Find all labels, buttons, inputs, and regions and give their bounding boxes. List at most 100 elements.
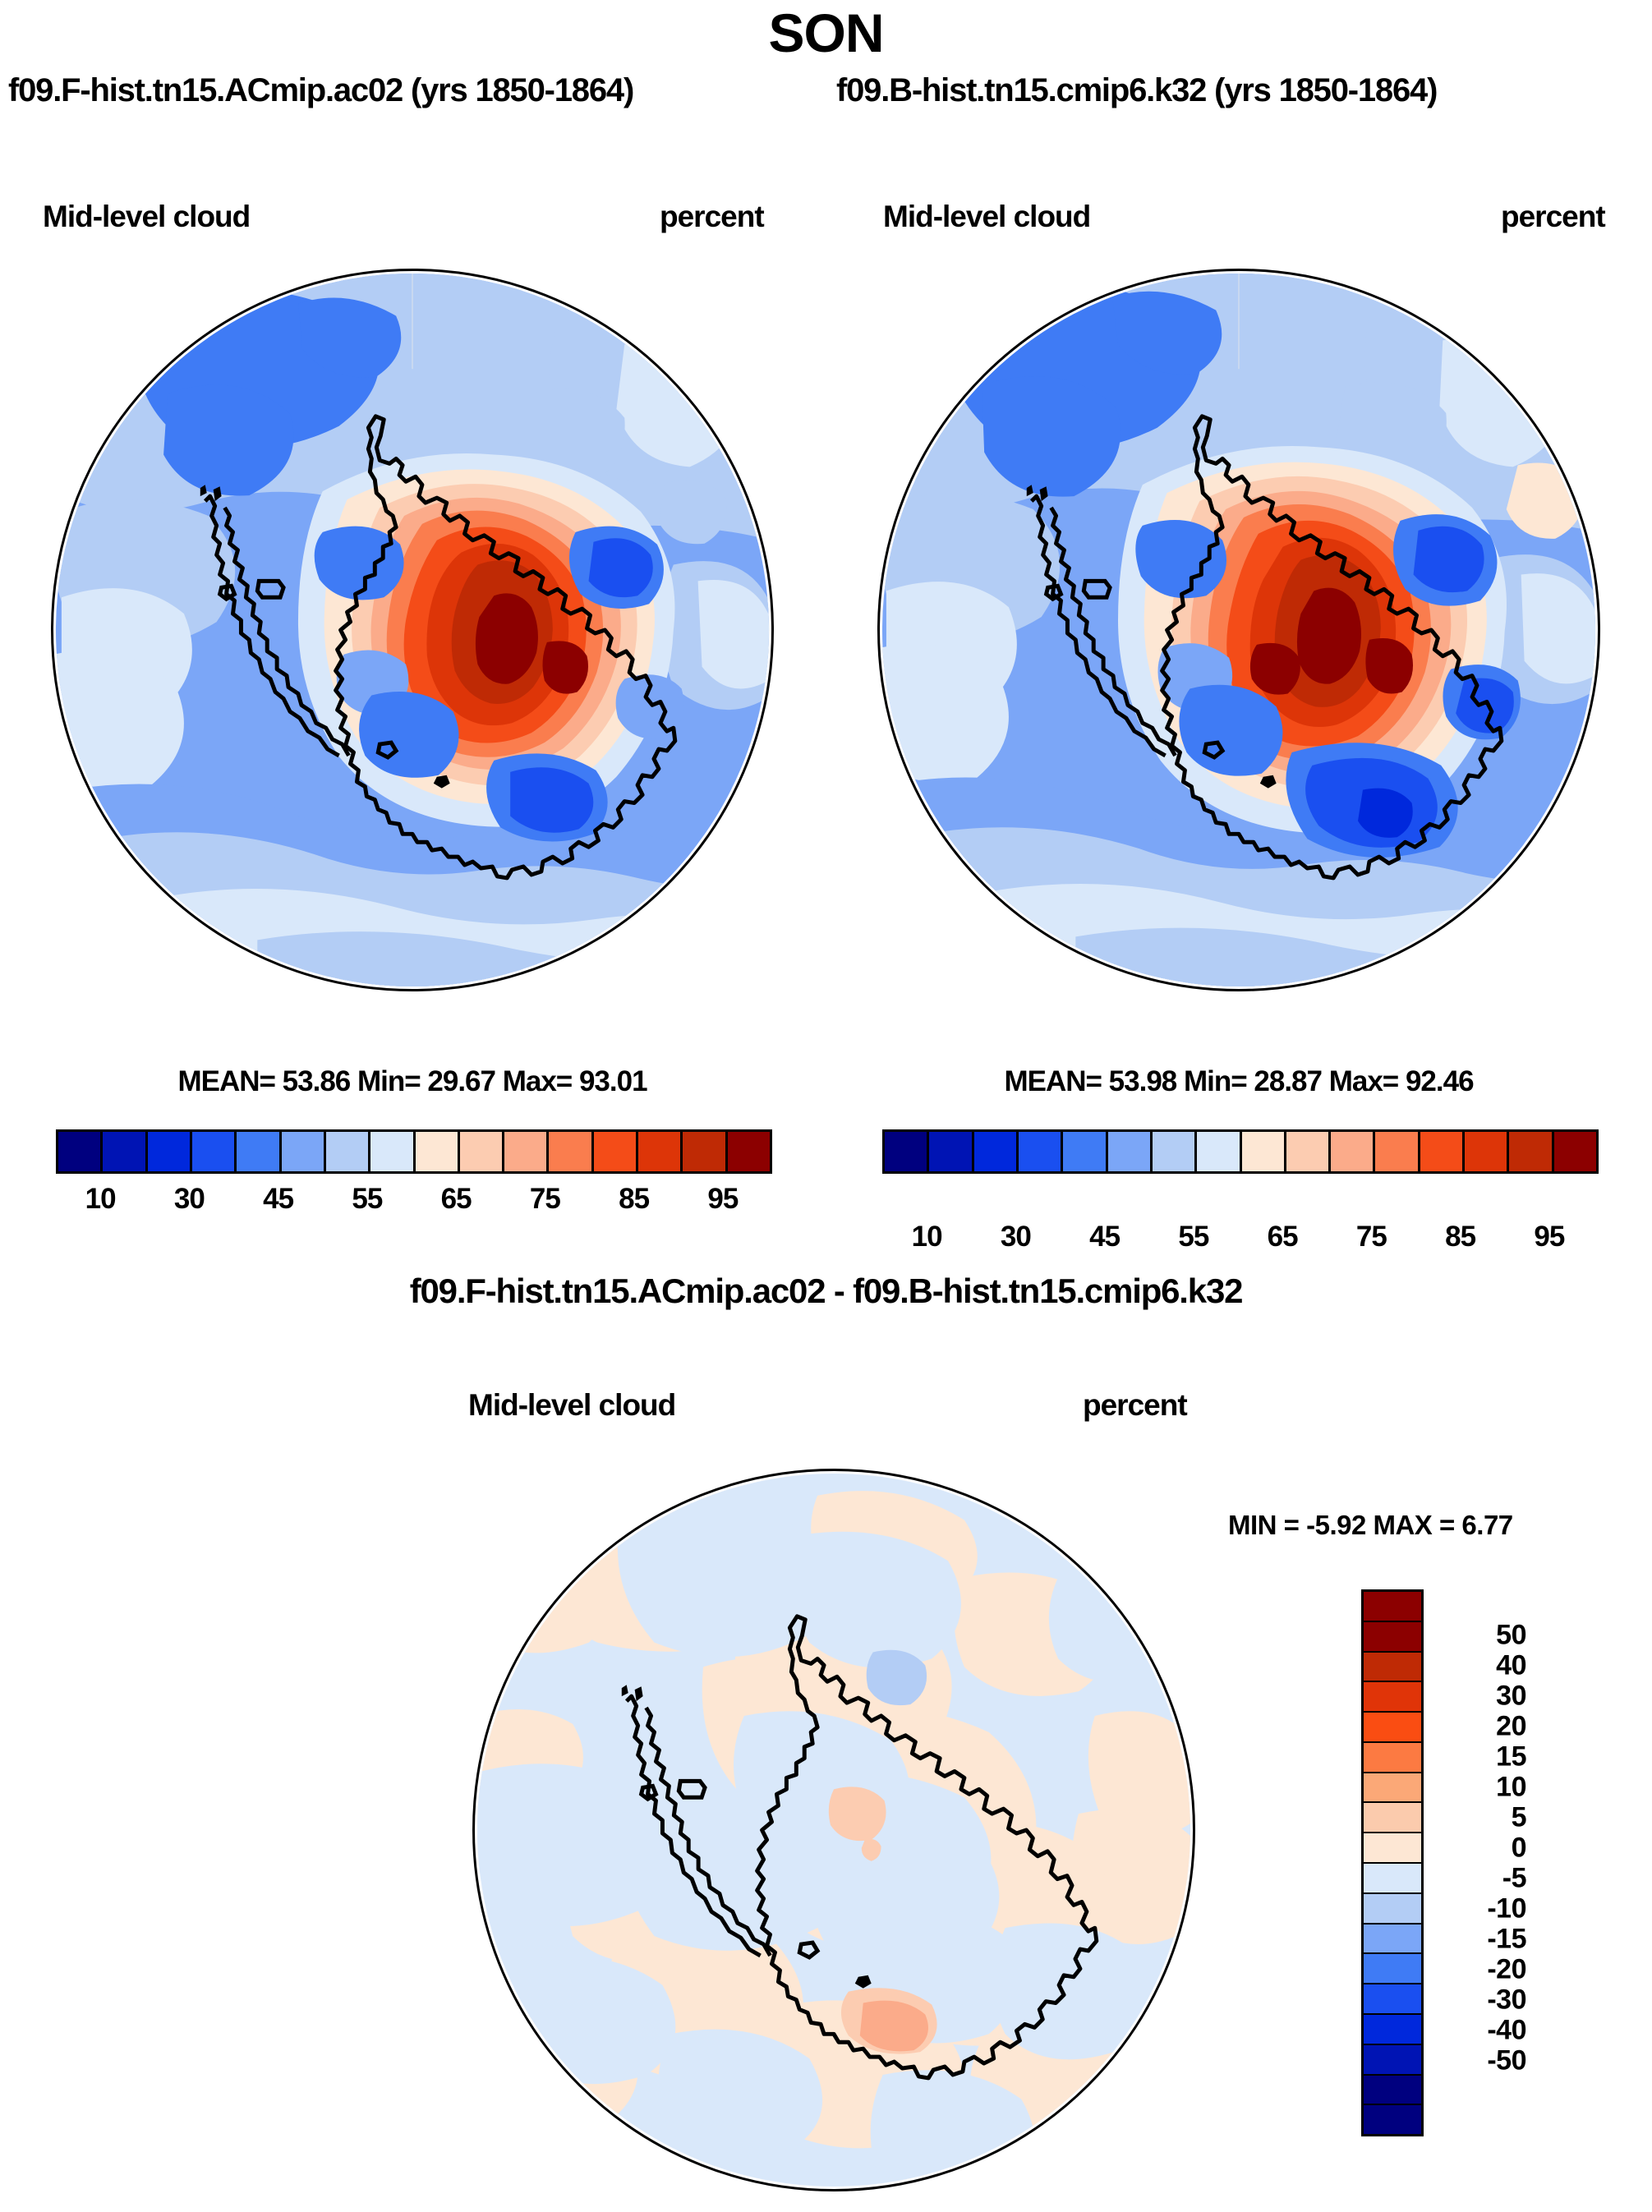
- colorbar-cell-13: [1465, 1132, 1510, 1171]
- difference-title: f09.F-hist.tn15.ACmip.ac02 - f09.B-hist.…: [409, 1272, 1244, 1310]
- minmax-line-difference: MIN = -5.92 MAX = 6.77: [1228, 1510, 1513, 1540]
- colorbar-diff-tick-40: 40: [1496, 1649, 1526, 1681]
- colorbar-cell-3: [191, 1132, 237, 1171]
- units-label-right: percent: [1501, 200, 1606, 233]
- colorbar-diff-cell-7: [1364, 1803, 1421, 1834]
- colorbar-tick-30: 30: [1000, 1221, 1032, 1253]
- colorbar-diff-tick-10: 10: [1496, 1771, 1526, 1802]
- colorbar-diff-cell-17: [1364, 2105, 1421, 2135]
- colorbar-right-labels: 10 30 45 55 65 75 85 95: [882, 1221, 1594, 1258]
- colorbar-cell-10: [1331, 1132, 1376, 1171]
- colorbar-tick-75: 75: [1355, 1221, 1387, 1253]
- units-label-left: percent: [660, 200, 765, 233]
- colorbar-cell-14: [1509, 1132, 1554, 1171]
- case-title-right: f09.B-hist.tn15.cmip6.k32 (yrs 1850-1864…: [836, 72, 1438, 108]
- colorbar-diff-cell-5: [1364, 1742, 1421, 1773]
- field-label-difference: Mid-level cloud: [468, 1388, 676, 1422]
- colorbar-diff-cell-13: [1364, 1984, 1421, 2015]
- colorbar-cell-0: [58, 1132, 104, 1171]
- colorbar-diff-tick-50: 50: [1496, 1619, 1526, 1650]
- colorbar-cell-2: [147, 1132, 192, 1171]
- colorbar-tick-45: 45: [263, 1183, 294, 1215]
- colorbar-difference: [1361, 1589, 1424, 2136]
- colorbar-diff-tick-neg40: -40: [1487, 2014, 1526, 2045]
- colorbar-cell-8: [1241, 1132, 1286, 1171]
- stats-line-right: MEAN= 53.98 Min= 28.87 Max= 92.46: [1004, 1065, 1474, 1097]
- colorbar-cell-10: [504, 1132, 550, 1171]
- colorbar-cell-13: [638, 1132, 683, 1171]
- colorbar-tick-10: 10: [85, 1183, 117, 1215]
- colorbar-diff-tick-neg15: -15: [1487, 1923, 1526, 1954]
- colorbar-right: [882, 1129, 1599, 1174]
- colorbar-cell-1: [929, 1132, 974, 1171]
- colorbar-tick-95: 95: [1534, 1221, 1565, 1253]
- colorbar-difference-labels: 50 40 30 20 15 10 5 0 -5 -10 -15 -20 -30 -40 -50: [1436, 1589, 1543, 2136]
- polar-map-difference-svg: [476, 1473, 1191, 2187]
- colorbar-tick-55: 55: [1178, 1221, 1209, 1253]
- colorbar-cell-5: [281, 1132, 326, 1171]
- colorbar-diff-cell-12: [1364, 1954, 1421, 1985]
- colorbar-cell-8: [415, 1132, 460, 1171]
- colorbar-cell-6: [325, 1132, 371, 1171]
- colorbar-cell-7: [1197, 1132, 1242, 1171]
- colorbar-diff-tick-neg50: -50: [1487, 2044, 1526, 2076]
- colorbar-cell-6: [1152, 1132, 1198, 1171]
- colorbar-tick-65: 65: [1267, 1221, 1299, 1253]
- colorbar-diff-tick-neg30: -30: [1487, 1984, 1526, 2015]
- colorbar-tick-75: 75: [529, 1183, 561, 1215]
- colorbar-tick-85: 85: [619, 1183, 650, 1215]
- colorbar-cell-15: [1553, 1132, 1596, 1171]
- colorbar-tick-95: 95: [707, 1183, 739, 1215]
- field-label-right: Mid-level cloud: [883, 200, 1091, 233]
- polar-map-left: [51, 269, 774, 991]
- colorbar-diff-cell-4: [1364, 1713, 1421, 1743]
- colorbar-cell-9: [1286, 1132, 1332, 1171]
- colorbar-diff-tick-5: 5: [1511, 1801, 1527, 1833]
- colorbar-cell-15: [727, 1132, 770, 1171]
- colorbar-diff-tick-20: 20: [1496, 1710, 1526, 1741]
- colorbar-cell-12: [593, 1132, 639, 1171]
- colorbar-diff-cell-8: [1364, 1833, 1421, 1865]
- colorbar-diff-cell-16: [1364, 2075, 1421, 2106]
- colorbar-diff-cell-9: [1364, 1864, 1421, 1894]
- colorbar-diff-tick-neg10: -10: [1487, 1892, 1526, 1924]
- colorbar-diff-cell-14: [1364, 2014, 1421, 2045]
- colorbar-diff-cell-0: [1364, 1592, 1421, 1622]
- colorbar-tick-55: 55: [352, 1183, 383, 1215]
- colorbar-cell-1: [103, 1132, 148, 1171]
- page-title: SON: [768, 2, 884, 63]
- colorbar-diff-tick-30: 30: [1496, 1680, 1526, 1711]
- colorbar-left-labels: 10 30 45 55 65 75 85 95: [56, 1183, 767, 1221]
- colorbar-cell-9: [459, 1132, 505, 1171]
- polar-map-difference: [472, 1469, 1195, 2191]
- colorbar-cell-0: [885, 1132, 930, 1171]
- colorbar-tick-65: 65: [440, 1183, 472, 1215]
- colorbar-diff-cell-11: [1364, 1924, 1421, 1955]
- colorbar-diff-tick-neg20: -20: [1487, 1953, 1526, 1984]
- colorbar-cell-11: [1375, 1132, 1420, 1171]
- field-label-left: Mid-level cloud: [43, 200, 251, 233]
- polar-map-right: [877, 269, 1600, 991]
- colorbar-tick-30: 30: [173, 1183, 205, 1215]
- colorbar-diff-cell-6: [1364, 1773, 1421, 1804]
- colorbar-diff-cell-2: [1364, 1652, 1421, 1683]
- colorbar-cell-3: [1018, 1132, 1064, 1171]
- colorbar-cell-14: [683, 1132, 728, 1171]
- colorbar-diff-cell-10: [1364, 1893, 1421, 1925]
- colorbar-cell-2: [973, 1132, 1019, 1171]
- colorbar-cell-5: [1107, 1132, 1153, 1171]
- colorbar-tick-85: 85: [1445, 1221, 1476, 1253]
- colorbar-cell-12: [1420, 1132, 1466, 1171]
- colorbar-diff-tick-15: 15: [1496, 1741, 1526, 1772]
- colorbar-diff-cell-15: [1364, 2044, 1421, 2076]
- stats-line-left: MEAN= 53.86 Min= 29.67 Max= 93.01: [177, 1065, 647, 1097]
- colorbar-tick-10: 10: [911, 1221, 943, 1253]
- colorbar-cell-4: [237, 1132, 282, 1171]
- colorbar-diff-tick-neg5: -5: [1502, 1862, 1527, 1893]
- colorbar-diff-cell-3: [1364, 1682, 1421, 1713]
- case-title-left: f09.F-hist.tn15.ACmip.ac02 (yrs 1850-186…: [8, 72, 634, 108]
- colorbar-cell-11: [549, 1132, 594, 1171]
- colorbar-cell-7: [370, 1132, 416, 1171]
- colorbar-diff-cell-1: [1364, 1621, 1421, 1653]
- colorbar-diff-tick-0: 0: [1511, 1832, 1527, 1863]
